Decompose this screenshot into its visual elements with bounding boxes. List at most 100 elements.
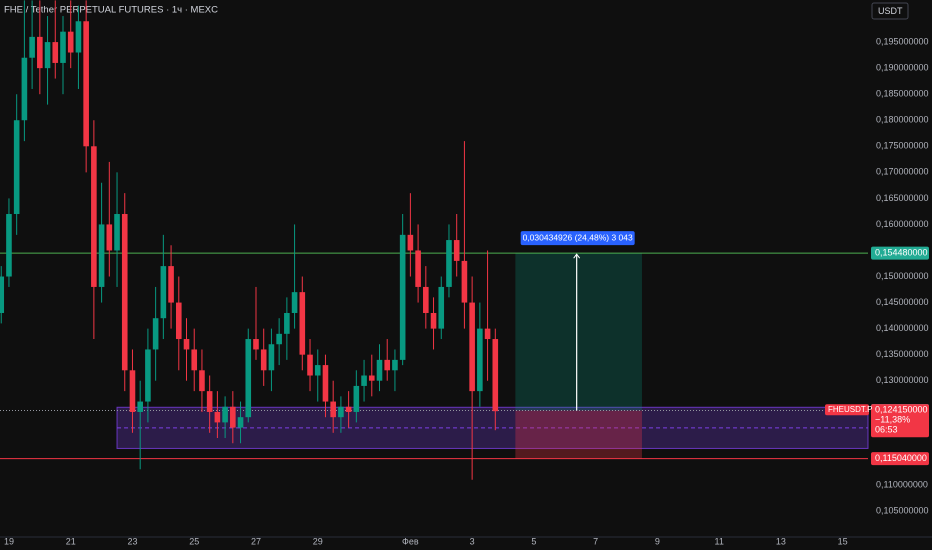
position-profit xyxy=(515,253,642,411)
position-label-box xyxy=(520,231,635,246)
candle-body xyxy=(152,318,159,350)
candle-body xyxy=(368,375,375,381)
candle-body xyxy=(67,31,74,53)
x-tick-label: 7 xyxy=(593,536,598,546)
currency-box[interactable] xyxy=(871,2,909,20)
price-badge-label: 0,154480000 xyxy=(875,248,928,258)
y-tick-label: 0,175000000 xyxy=(876,141,929,151)
candle-body xyxy=(114,214,120,251)
position-loss xyxy=(515,410,642,459)
candle-body xyxy=(469,302,475,392)
candle-body xyxy=(29,36,35,58)
y-tick-label: 0,160000000 xyxy=(876,219,929,229)
candle-body xyxy=(314,365,321,376)
currency[interactable]: USDT xyxy=(878,6,903,16)
candle-body xyxy=(222,406,228,423)
x-tick-label: 9 xyxy=(655,536,660,546)
y-tick-label: 0,185000000 xyxy=(876,89,929,99)
x-tick-label: 19 xyxy=(4,536,14,546)
candle-body xyxy=(253,339,259,350)
y-tick-label: 0,145000000 xyxy=(876,297,929,307)
candle-body xyxy=(384,359,391,371)
y-tick-label: 0,105000000 xyxy=(876,505,929,515)
price-badge xyxy=(871,246,929,260)
last-price-change: −11,38% xyxy=(875,415,910,425)
candle-body xyxy=(245,339,252,418)
candle-body xyxy=(268,344,275,371)
candle-body xyxy=(260,349,267,371)
candle-body xyxy=(307,354,313,376)
candle-body xyxy=(338,406,344,418)
x-tick-label: 27 xyxy=(251,536,261,546)
candle-body xyxy=(60,31,66,63)
arrow-head xyxy=(573,253,581,259)
y-tick-label: 0,195000000 xyxy=(876,36,929,46)
candle-body xyxy=(322,365,329,402)
candle-body xyxy=(91,146,97,287)
candle-body xyxy=(399,234,406,360)
candle-body xyxy=(423,286,429,313)
candle-body xyxy=(21,57,28,121)
y-tick-label: 0,150000000 xyxy=(876,271,929,281)
x-tick-label: 5 xyxy=(531,536,536,546)
y-tick-label: 0,130000000 xyxy=(876,375,929,385)
candle-body xyxy=(6,214,12,277)
x-tick-label: 15 xyxy=(838,536,848,546)
x-tick-label: 13 xyxy=(776,536,786,546)
x-tick-label: 21 xyxy=(66,536,76,546)
candle-body xyxy=(446,240,452,287)
y-tick-label: 0,110000000 xyxy=(876,479,928,489)
x-tick-label: 23 xyxy=(127,536,137,546)
symbol-badge xyxy=(825,404,869,416)
candle-body xyxy=(121,214,128,371)
price-badge-label: 0,115040000 xyxy=(875,453,927,463)
y-tick-label: 0,140000000 xyxy=(876,323,929,333)
y-tick-label: 0,180000000 xyxy=(876,115,929,125)
candle-body xyxy=(75,21,82,53)
price-badge xyxy=(871,452,929,466)
candle-body xyxy=(415,250,421,287)
candle-body xyxy=(477,328,483,392)
candle-body xyxy=(44,42,51,69)
candle-body xyxy=(438,286,445,329)
candle-body xyxy=(137,401,143,412)
y-tick-label: 0,170000000 xyxy=(876,167,929,177)
candle-body xyxy=(392,359,398,371)
x-tick-label: 3 xyxy=(470,536,475,546)
candle-body xyxy=(492,339,499,412)
candle-body xyxy=(168,266,174,303)
candle-body xyxy=(214,411,221,423)
candle-body xyxy=(453,240,460,261)
candle-body xyxy=(175,302,182,340)
candle-body xyxy=(13,120,20,215)
last-price-label: 0,124150000 xyxy=(875,405,928,415)
last-price-countdown: 06:53 xyxy=(875,425,898,435)
candle-body xyxy=(160,266,167,319)
y-tick-label: 0,135000000 xyxy=(876,349,929,359)
y-tick-label: 0,165000000 xyxy=(876,193,929,203)
candle-body xyxy=(484,328,491,340)
candle-body xyxy=(206,391,213,412)
candle-body xyxy=(284,312,290,334)
candle-body xyxy=(129,370,136,412)
candle-body xyxy=(145,349,151,402)
candle-body xyxy=(376,359,383,381)
candle-body xyxy=(361,375,367,386)
candle-body xyxy=(276,333,282,345)
candle-body xyxy=(52,42,59,63)
candle-body xyxy=(183,339,190,350)
x-tick-label: 25 xyxy=(189,536,199,546)
candle-body xyxy=(430,312,437,329)
candle-body xyxy=(98,224,105,287)
candle-body xyxy=(37,36,43,69)
x-tick-label: 11 xyxy=(714,536,723,546)
last-price-badge xyxy=(871,404,929,438)
candle-body xyxy=(299,292,306,355)
x-tick-label: Фев xyxy=(402,536,419,546)
candle-body xyxy=(83,21,89,147)
position-label: 0,030434926 (24,48%) 3 043 xyxy=(523,232,633,242)
candle-body xyxy=(353,385,360,412)
candle-body xyxy=(0,276,5,313)
symbol-label: FHEUSDT.P xyxy=(828,405,872,414)
